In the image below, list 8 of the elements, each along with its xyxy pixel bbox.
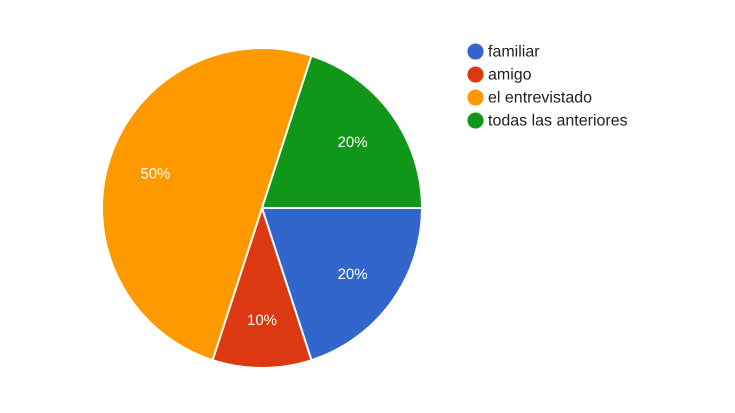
legend-label: amigo [488,66,532,84]
data-label: 10% [246,312,278,329]
legend-label: todas las anteriores [488,112,628,130]
legend-label: familiar [488,44,540,60]
data-label: 20% [338,266,368,283]
legend-label: el entrevistado [488,90,592,106]
data-label: 20% [338,134,368,152]
data-label: 50% [140,165,170,182]
